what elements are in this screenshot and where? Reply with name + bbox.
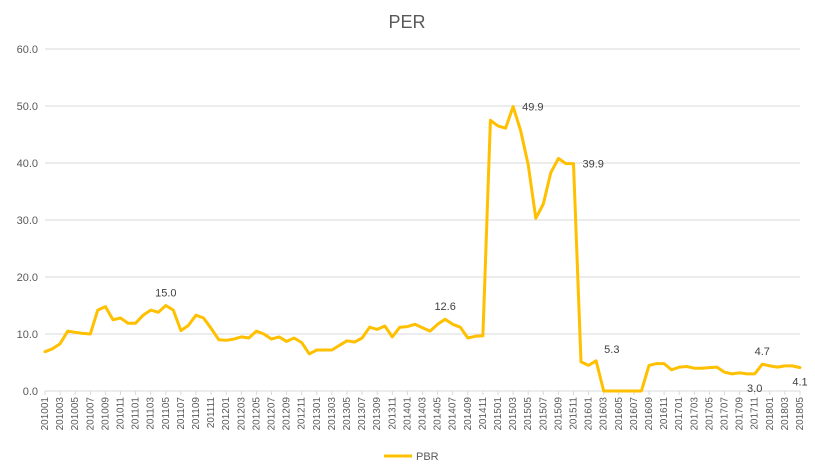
data-label: 4.1: [792, 377, 807, 389]
x-tick-label: 201203: [236, 397, 247, 431]
x-tick-label: 201405: [433, 397, 444, 431]
x-tick-label: 201007: [85, 397, 96, 431]
x-tick-label: 201709: [735, 397, 746, 431]
x-tick-label: 201401: [402, 397, 413, 431]
x-tick-label: 201201: [221, 397, 232, 431]
legend: PBR: [384, 451, 439, 463]
data-label: 49.9: [522, 102, 543, 114]
x-tick-label: 201001: [40, 397, 51, 431]
x-tick-label: 201705: [704, 397, 715, 431]
x-tick-label: 201601: [584, 397, 595, 431]
y-axis-ticks: 0.0 10.0 20.0 30.0 40.0 50.0 60.0: [17, 44, 38, 398]
x-tick-label: 201111: [206, 397, 217, 429]
x-tick-label: 201611: [659, 397, 670, 430]
x-tick-label: 201101: [131, 397, 142, 430]
data-label: 4.7: [755, 346, 770, 358]
x-tick-label: 201605: [614, 397, 625, 431]
x-tick-label: 201607: [629, 397, 640, 431]
x-tick-label: 201409: [463, 397, 474, 431]
x-tick-label: 201105: [161, 397, 172, 430]
x-tick-label: 201707: [720, 397, 731, 431]
y-tick-label: 10.0: [17, 329, 38, 341]
data-labels: 15.0 12.6 49.9 39.9 5.3 3.0 4.7 4.1: [155, 102, 808, 395]
x-tick-label: 201511: [569, 397, 580, 430]
chart-title: PER: [388, 12, 425, 32]
x-tick-label: 201211: [297, 397, 308, 430]
x-tick-label: 201509: [553, 397, 564, 431]
y-tick-label: 60.0: [17, 44, 38, 56]
x-tick-label: 201403: [418, 397, 429, 431]
x-tick-label: 201301: [312, 397, 323, 431]
x-tick-label: 201209: [282, 397, 293, 431]
legend-label: PBR: [416, 451, 439, 463]
x-tick-label: 201103: [146, 397, 157, 430]
y-tick-label: 30.0: [17, 215, 38, 227]
x-tick-label: 201503: [508, 397, 519, 431]
y-tick-label: 20.0: [17, 272, 38, 284]
data-label: 3.0: [747, 383, 762, 395]
x-tick-label: 201003: [55, 397, 66, 431]
x-tick-label: 201107: [176, 397, 187, 430]
data-label: 39.9: [583, 159, 604, 171]
x-tick-label: 201207: [267, 397, 278, 431]
x-tick-label: 201603: [599, 397, 610, 431]
x-tick-label: 201109: [191, 397, 202, 430]
series-line-pbr: [43, 105, 802, 393]
x-tick-label: 201303: [327, 397, 338, 431]
x-tick-label: 201609: [644, 397, 655, 431]
x-axis-ticks: 201001 201003 201005 201007 201009 201011 2011…: [40, 391, 806, 430]
y-tick-label: 50.0: [17, 101, 38, 113]
x-tick-label: 201309: [372, 397, 383, 431]
x-tick-label: 201311: [387, 397, 398, 430]
y-tick-label: 40.0: [17, 158, 38, 170]
x-tick-label: 201411: [478, 397, 489, 430]
y-tick-label: 0.0: [23, 386, 38, 398]
x-tick-label: 201805: [795, 397, 806, 431]
x-tick-label: 201307: [357, 397, 368, 431]
x-tick-label: 201305: [342, 397, 353, 431]
x-tick-label: 201011: [116, 397, 127, 430]
data-label: 15.0: [155, 288, 176, 300]
x-tick-label: 201703: [689, 397, 700, 431]
gridlines: [45, 48, 800, 335]
data-label: 12.6: [434, 301, 455, 313]
x-tick-label: 201407: [448, 397, 459, 431]
x-tick-label: 201507: [538, 397, 549, 431]
data-label: 5.3: [604, 344, 619, 356]
x-tick-label: 201803: [780, 397, 791, 431]
x-tick-label: 201009: [100, 397, 111, 431]
x-tick-label: 201205: [251, 397, 262, 431]
x-tick-label: 201711: [750, 397, 761, 430]
x-tick-label: 201005: [70, 397, 81, 431]
x-tick-label: 201701: [674, 397, 685, 431]
x-tick-label: 201801: [765, 397, 776, 431]
x-tick-label: 201505: [523, 397, 534, 431]
x-tick-label: 201501: [493, 397, 504, 431]
